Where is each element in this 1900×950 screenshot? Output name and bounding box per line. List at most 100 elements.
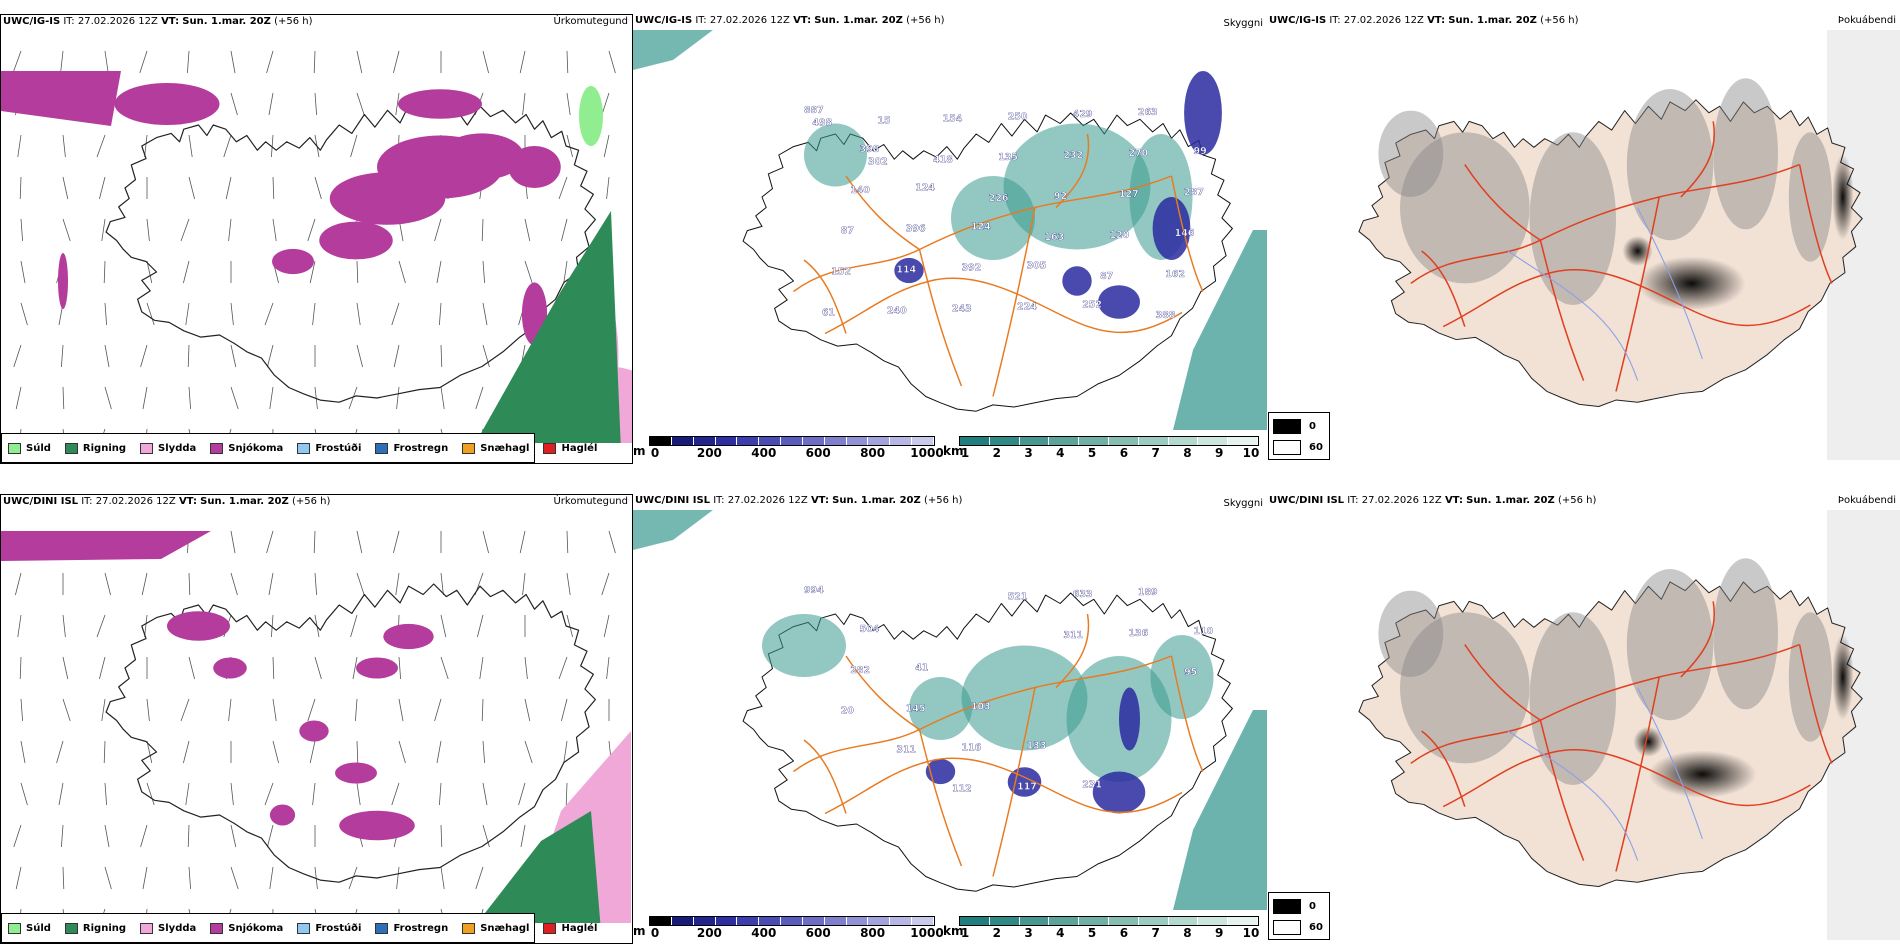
- fog-map: [1358, 510, 1900, 940]
- elevation-value-label: 189: [1138, 587, 1158, 598]
- fog-index-area: [1378, 590, 1444, 677]
- fog-panel-row1: UWC/IG-IS IT: 27.02.2026 12Z VT: Sun. 1.…: [1267, 14, 1900, 464]
- panel-title: Þokuábendi: [1837, 15, 1896, 26]
- elevation-area: [1152, 197, 1191, 260]
- fog-index-box: 0 60: [1268, 892, 1330, 940]
- wind-barb: [230, 572, 238, 596]
- wind-barb: [183, 740, 190, 764]
- wind-barb: [482, 344, 490, 368]
- snow-area: [319, 221, 393, 260]
- legend-item: Súld: [8, 922, 51, 934]
- elevation-value-label: 124: [971, 222, 991, 233]
- colorbar-step: [759, 917, 782, 925]
- iceland-landmass: [1358, 579, 1863, 888]
- legend-swatch: [140, 442, 154, 454]
- wind-barb: [314, 656, 322, 680]
- snow-area: [1, 71, 121, 126]
- legend-item: Súld: [8, 442, 51, 454]
- wind-barb: [20, 302, 28, 326]
- wind-barb: [185, 302, 190, 326]
- wind-barb: [268, 572, 274, 596]
- wind-barb: [482, 50, 489, 74]
- road-line: [1442, 748, 1811, 808]
- road-line: [1421, 730, 1466, 807]
- wind-barb: [391, 782, 400, 806]
- elevation-value-label: 311: [1063, 630, 1083, 641]
- wind-barb: [62, 218, 71, 242]
- wind-barb: [393, 530, 400, 554]
- colorbar-tick-label: 6: [1119, 926, 1129, 940]
- wind-barb: [230, 302, 234, 326]
- elevation-value-label: 226: [989, 193, 1009, 204]
- wind-barb: [62, 176, 69, 200]
- elevation-value-label: 61: [822, 308, 835, 319]
- wind-barb: [267, 344, 274, 368]
- wind-barb: [15, 866, 22, 890]
- panel-header: UWC/DINI ISL IT: 27.02.2026 12Z VT: Sun.…: [1269, 495, 1597, 506]
- elevation-value-label: 136: [1128, 628, 1148, 639]
- elevation-value-label: 116: [962, 743, 982, 754]
- wind-barb: [608, 530, 616, 554]
- wind-barb: [104, 386, 112, 410]
- low-visibility-area: [909, 677, 972, 740]
- colorbar-step: [1168, 917, 1199, 925]
- wind-barb: [481, 218, 484, 242]
- elevation-area: [1184, 71, 1222, 155]
- wind-barb: [140, 824, 148, 848]
- snow-area: [272, 248, 314, 275]
- legend-label: Frostregn: [393, 442, 449, 454]
- elevation-value-label: 388: [1156, 310, 1176, 321]
- elevation-value-label: 232: [1063, 150, 1083, 161]
- wind-barb: [520, 824, 526, 848]
- wind-barb: [475, 866, 484, 890]
- legend-swatch: [8, 442, 21, 454]
- elevation-value-label: 117: [1017, 781, 1037, 792]
- wind-barb: [398, 260, 406, 284]
- wind-barb: [271, 134, 274, 158]
- colorbar-tick-label: 400: [751, 926, 777, 940]
- wind-barb: [398, 740, 406, 764]
- colorbar-step: [671, 437, 694, 445]
- wind-barb: [17, 614, 22, 638]
- colorbar-step: [650, 437, 672, 445]
- elevation-value-label: 887: [804, 105, 824, 116]
- colorbar-tick-label: 800: [860, 926, 886, 940]
- low-visibility-area: [1003, 123, 1151, 250]
- elevation-value-label: 231: [1082, 779, 1102, 790]
- wind-barb: [566, 572, 571, 596]
- road-line: [992, 207, 1036, 397]
- wind-barb: [606, 656, 610, 680]
- wind-barb: [355, 698, 358, 722]
- wind-barb: [144, 134, 148, 158]
- colorbar-tick-label: 3: [1024, 446, 1033, 460]
- legend-label: Slydda: [158, 442, 197, 454]
- panel-title: Úrkomutegund: [553, 496, 628, 507]
- low-visibility-area: [762, 614, 846, 677]
- elevation-area: [925, 758, 956, 785]
- snow-area: [339, 810, 415, 841]
- wind-barb: [350, 134, 358, 158]
- legend-label: Snæhagl: [480, 442, 530, 454]
- visibility-overlay: 887 398 124 124 305 252 263 99 140 396 392 224 429 27…: [793, 71, 1222, 397]
- panel-header: UWC/DINI ISL IT: 27.02.2026 12Z VT: Sun.…: [3, 496, 331, 507]
- elevation-value-label: 154: [943, 113, 963, 124]
- rain-area: [475, 211, 621, 443]
- drizzle-area: [579, 86, 603, 146]
- wind-barb: [603, 134, 610, 158]
- visibility-panel-row2: UWC/DINI ISL IT: 27.02.2026 12Z VT: Sun.…: [633, 494, 1267, 944]
- wind-barb: [62, 134, 66, 158]
- wind-barb: [475, 386, 484, 410]
- elevation-value-label: 224: [1017, 301, 1037, 312]
- wind-barb: [230, 386, 239, 410]
- wind-barb: [230, 866, 239, 890]
- visibility-panel-row1: UWC/IG-IS IT: 27.02.2026 12Z VT: Sun. 1.…: [633, 14, 1267, 464]
- colorbar-strip: [959, 436, 1259, 446]
- wind-barb: [20, 698, 23, 722]
- colorbar-step: [802, 437, 825, 445]
- snow-area: [439, 133, 524, 180]
- wind-barb: [314, 92, 317, 116]
- wind-barb: [519, 50, 526, 74]
- wind-barb: [348, 386, 358, 410]
- elevation-value-label: 392: [962, 263, 982, 274]
- fog-index-high-area: [1832, 633, 1854, 721]
